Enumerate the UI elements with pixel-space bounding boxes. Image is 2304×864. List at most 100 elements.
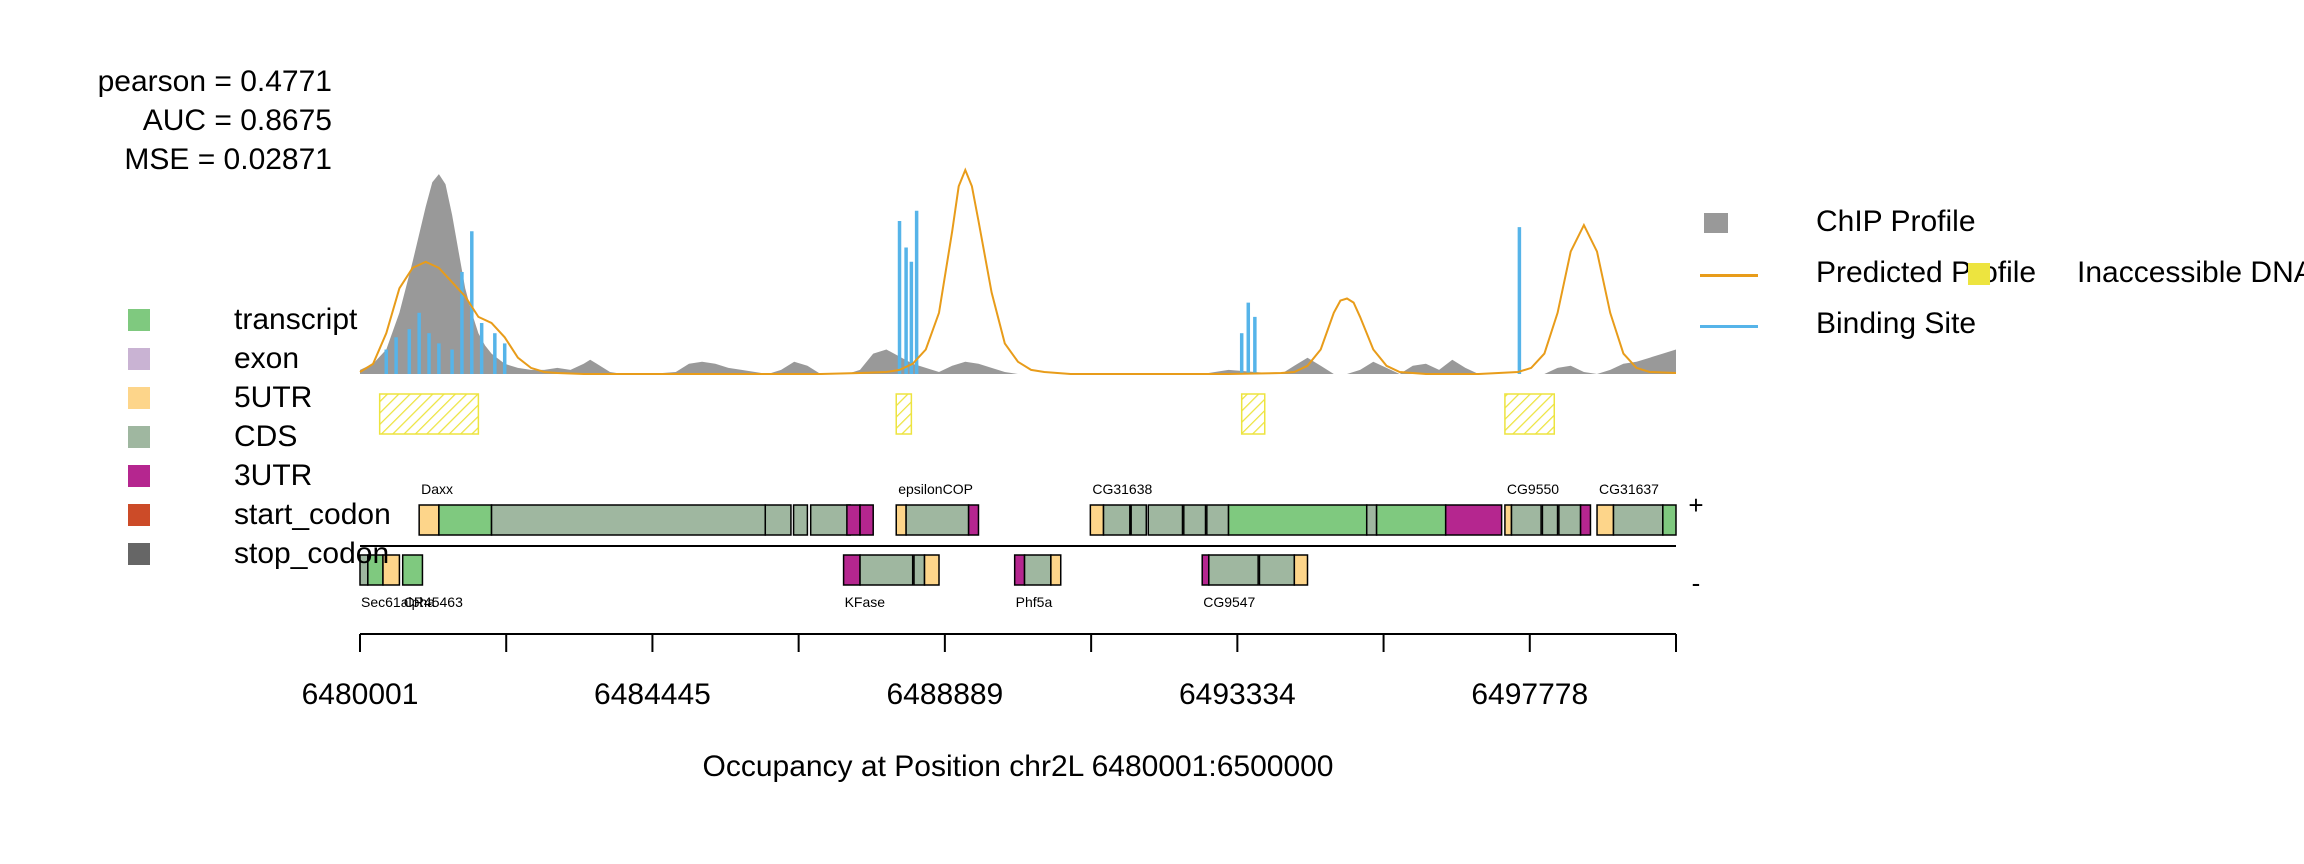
gene-feature-transcript: [438, 504, 493, 536]
legend-label: start_codon: [234, 498, 391, 531]
gene-feature-3utr: [859, 504, 874, 536]
gene-feature-cds: [1206, 504, 1230, 536]
predicted-profile-swatch: [1700, 274, 1758, 277]
gene-feature-transcript: [401, 554, 424, 586]
gene-label: CG9547: [1203, 594, 1255, 610]
gene-feature-3utr: [1201, 554, 1210, 586]
gene-feature-cds: [1365, 504, 1378, 536]
legend-label: exon: [234, 342, 300, 375]
gene-feature-cds: [859, 554, 914, 586]
gene-feature-cds: [490, 504, 767, 536]
gene-feature-cds: [1147, 504, 1184, 536]
gene-feature-cds: [764, 504, 792, 536]
legend-swatch: [128, 387, 150, 409]
x-axis-title: Occupancy at Position chr2L 6480001:6500…: [702, 750, 1334, 783]
gene-feature-5utr: [923, 554, 940, 586]
x-tick-label: 6497778: [1471, 678, 1588, 711]
x-tick-label: 6488889: [886, 678, 1003, 711]
gene-feature-3utr: [846, 504, 861, 536]
gene-feature-3utr: [967, 504, 980, 536]
gene-label: CG31638: [1092, 481, 1152, 497]
gene-feature-5utr: [895, 504, 907, 536]
minus-strand-label: -: [1692, 568, 1701, 598]
plus-strand-label: +: [1688, 490, 1703, 520]
model-stats: pearson = 0.4771 AUC = 0.8675 MSE = 0.02…: [0, 62, 332, 179]
gene-feature-cds: [1258, 554, 1296, 586]
chip-profile-area: [360, 174, 1676, 374]
legend-label: CDS: [234, 420, 298, 453]
gene-cr45463: CR45463: [401, 554, 463, 610]
x-tick-label: 6480001: [302, 678, 419, 711]
gene-feature-5utr: [1596, 504, 1615, 536]
legend-label: ChIP Profile: [1816, 205, 1976, 238]
gene-feature-cds: [1558, 504, 1582, 536]
gene-label: KFase: [845, 594, 886, 610]
gene-feature-cds: [1510, 504, 1542, 536]
gene-cg31638: CG31638: [1089, 481, 1503, 536]
inaccessible-region: [1240, 393, 1266, 435]
gene-epsiloncop: epsilonCOP: [895, 481, 980, 536]
gene-feature-cds: [1208, 554, 1259, 586]
inaccessible-region: [895, 393, 913, 435]
gene-feature-5utr: [1050, 554, 1062, 586]
gene-feature-3utr: [842, 554, 861, 586]
legend-label: 5UTR: [234, 381, 313, 414]
gene-feature-5utr: [1504, 504, 1513, 536]
gene-feature-5utr: [1089, 504, 1105, 536]
legend-label: 3UTR: [234, 459, 313, 492]
inaccessible-dna-label: Inaccessible DNA: [2077, 256, 2304, 289]
gene-feature-cds: [1183, 504, 1207, 536]
gene-feature-3utr: [1579, 504, 1592, 536]
x-tick-label: 6484445: [594, 678, 711, 711]
gene-feature-cds: [792, 504, 809, 536]
gene-feature-3utr: [1444, 504, 1503, 536]
legend-swatch: [128, 309, 150, 331]
gene-feature-transcript: [1227, 504, 1368, 536]
legend-swatch: [128, 465, 150, 487]
mse-stat: MSE = 0.02871: [124, 143, 332, 176]
gene-feature-transcript: [1662, 504, 1677, 536]
gene-sec61alpha: Sec61alpha: [359, 554, 435, 610]
legend-label: Predicted Profile: [1816, 256, 2037, 289]
gene-cg9547: CG9547: [1201, 554, 1309, 610]
gene-feature-cds: [1541, 504, 1559, 536]
gene-feature-cds: [1612, 504, 1664, 536]
inaccessible-region: [378, 393, 480, 435]
gene-phf5a: Phf5a: [1013, 554, 1062, 610]
x-tick-label: 6493334: [1179, 678, 1296, 711]
legend-swatch: [128, 426, 150, 448]
legend-label: transcript: [234, 303, 358, 336]
gene-feature-3utr: [1013, 554, 1026, 586]
gene-label: CG9550: [1507, 481, 1559, 497]
legend-swatch: [128, 348, 150, 370]
gene-label: Sec61alpha: [361, 594, 435, 610]
gene-feature-cds: [905, 504, 970, 536]
gene-feature-cds: [809, 504, 851, 536]
gene-cg9550: CG9550: [1504, 481, 1592, 536]
gene-label: Phf5a: [1016, 594, 1053, 610]
legend-swatch: [128, 543, 150, 565]
gene-feature-cds: [1023, 554, 1052, 586]
gene-feature-cds: [913, 554, 926, 586]
gene-feature-transcript: [1375, 504, 1447, 536]
gene-label: Daxx: [421, 481, 453, 497]
gene-label: CG31637: [1599, 481, 1659, 497]
gene-label: CR45463: [404, 594, 463, 610]
gene-label: epsilonCOP: [898, 481, 973, 497]
gene-feature-5utr: [1293, 554, 1309, 586]
predicted-profile-line: [359, 167, 1677, 375]
legend-label: stop_codon: [234, 537, 390, 570]
gene-feature-cds: [1130, 504, 1148, 536]
x-axis: 6480001 6484445 6488889 6493334 6497778: [302, 633, 1677, 711]
pearson-stat: pearson = 0.4771: [97, 65, 332, 98]
gene-feature-5utr: [382, 554, 401, 586]
inaccessible-region: [1504, 393, 1556, 435]
legend-label: Binding Site: [1816, 307, 1977, 340]
gene-daxx: Daxx: [418, 481, 874, 536]
chip-profile-swatch: [1704, 213, 1728, 233]
legend-swatch: [128, 504, 150, 526]
inaccessible-dna-swatch: [1968, 263, 1990, 285]
auc-stat: AUC = 0.8675: [142, 104, 332, 137]
gene-kfase: KFase: [842, 554, 940, 610]
